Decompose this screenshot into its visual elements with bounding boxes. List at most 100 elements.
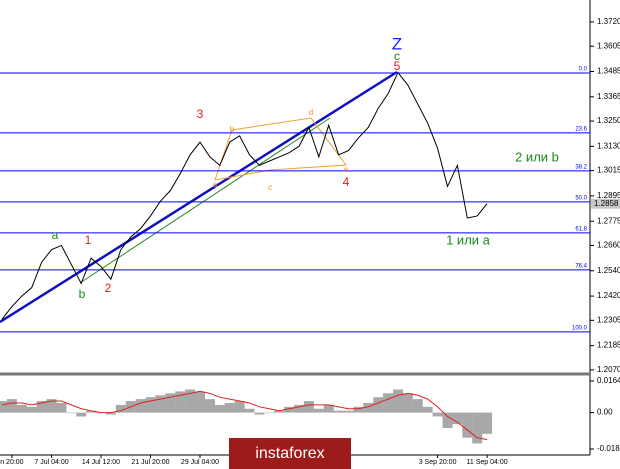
y-tick-label: 1.3365 [597, 92, 620, 101]
histogram-bar [274, 410, 285, 413]
wave-label: 2 [105, 281, 112, 295]
histogram-bar [175, 391, 186, 413]
signal-line [1, 390, 488, 441]
histogram-bar [313, 408, 324, 413]
histogram-bar [462, 412, 473, 438]
y-tick-label: 0.00 [597, 408, 613, 417]
y-tick-label: 1.3015 [597, 166, 620, 175]
wave-label: 1 или a [446, 232, 491, 247]
histogram-bar [452, 412, 463, 425]
histogram-bar [76, 412, 87, 417]
fib-level-label: 50.0 [575, 195, 587, 201]
histogram-bar [353, 406, 364, 413]
histogram-bar [244, 408, 255, 413]
histogram-bar [6, 399, 17, 413]
histogram-bar [26, 406, 37, 413]
histogram-bar [254, 412, 265, 415]
wave-label: e [344, 165, 349, 174]
y-tick-label: -0.0189 [597, 444, 620, 453]
histogram-bar [224, 402, 235, 413]
histogram-bar [383, 393, 394, 413]
histogram-bar [165, 393, 176, 413]
y-tick-label: 1.2775 [597, 216, 620, 225]
histogram-bar [393, 389, 403, 413]
wave-label: b [230, 125, 235, 134]
fib-level-label: 38.2 [575, 164, 587, 170]
logo-box [229, 438, 351, 469]
fib-level-label: 76.4 [575, 264, 587, 270]
wave-label: c [394, 49, 400, 63]
fib-level-label: 100.0 [572, 326, 588, 332]
x-tick-label: 29 Jul 04:00 [181, 459, 219, 466]
y-tick-label: 1.3720 [597, 17, 620, 26]
wave-label: 2 или b [515, 149, 559, 164]
histogram-bar [422, 406, 433, 413]
histogram-bar [482, 412, 493, 434]
histogram-bar [86, 410, 97, 413]
histogram-bar [432, 412, 443, 417]
histogram-bar [373, 397, 384, 413]
histogram-bar [0, 401, 7, 413]
trend-line [79, 117, 331, 284]
price-line [1, 71, 488, 320]
histogram-bar [412, 399, 423, 413]
histogram-bar [16, 404, 27, 413]
histogram-bar [135, 399, 146, 413]
last-price-label: 1.2858 [594, 199, 619, 208]
y-tick-label: 1.3250 [597, 116, 620, 125]
y-tick-label: 0.0164 [597, 376, 620, 385]
y-tick-label: 1.2660 [597, 241, 620, 250]
histogram-bar [284, 406, 295, 413]
wave-label: Z [392, 34, 402, 53]
y-tick-label: 1.3485 [597, 67, 620, 76]
histogram-bar [264, 412, 275, 414]
fib-level-label: 0.0 [579, 67, 588, 73]
y-tick-label: 1.2895 [597, 191, 620, 200]
histogram-bar [294, 404, 304, 413]
histogram-bar [402, 393, 413, 413]
histogram-bar [214, 404, 225, 413]
wave-label: 3 [197, 107, 204, 121]
y-tick-label: 1.2420 [597, 291, 620, 300]
wave-label: 1 [85, 233, 92, 247]
histogram-bar [185, 389, 196, 413]
histogram-bar [333, 410, 344, 413]
fib-level-label: 23.6 [575, 126, 587, 132]
y-tick-label: 1.2070 [597, 365, 620, 374]
wave-label: a [52, 228, 59, 242]
histogram-bar [105, 412, 116, 415]
x-tick-label: 3 Sep 20:00 [419, 459, 457, 466]
histogram-bar [46, 399, 57, 413]
y-tick-label: 1.2540 [597, 266, 620, 275]
histogram-bar [36, 401, 47, 413]
histogram-bar [343, 410, 354, 413]
histogram-bar [442, 412, 453, 429]
histogram-bar [56, 402, 67, 413]
histogram-bar [145, 397, 156, 413]
histogram-bar [303, 401, 314, 413]
wave-label: d [309, 108, 313, 117]
x-tick-label: 11 Sep 04:00 [467, 459, 508, 466]
histogram-bar [363, 402, 374, 413]
x-tick-label: n 20:00 [0, 459, 23, 466]
y-tick-label: 1.2305 [597, 315, 620, 324]
histogram-bar [115, 404, 126, 413]
histogram-bar [204, 399, 215, 413]
last-price-box [591, 198, 620, 209]
x-tick-label: 21 Jul 20:00 [131, 459, 169, 466]
logo: instaforex [229, 438, 351, 469]
wave-label: 5 [394, 59, 401, 73]
wave-label: 4 [343, 175, 350, 189]
wave-label: b [79, 287, 86, 301]
histogram-bar [195, 391, 205, 413]
fib-level-label: 61.8 [575, 226, 587, 232]
histogram-bar [155, 395, 166, 413]
histogram-bar [323, 404, 334, 413]
histogram-bar [234, 401, 245, 413]
logo-text: instaforex [255, 445, 324, 462]
y-tick-label: 1.3130 [597, 141, 620, 150]
histogram-bar [66, 412, 77, 414]
